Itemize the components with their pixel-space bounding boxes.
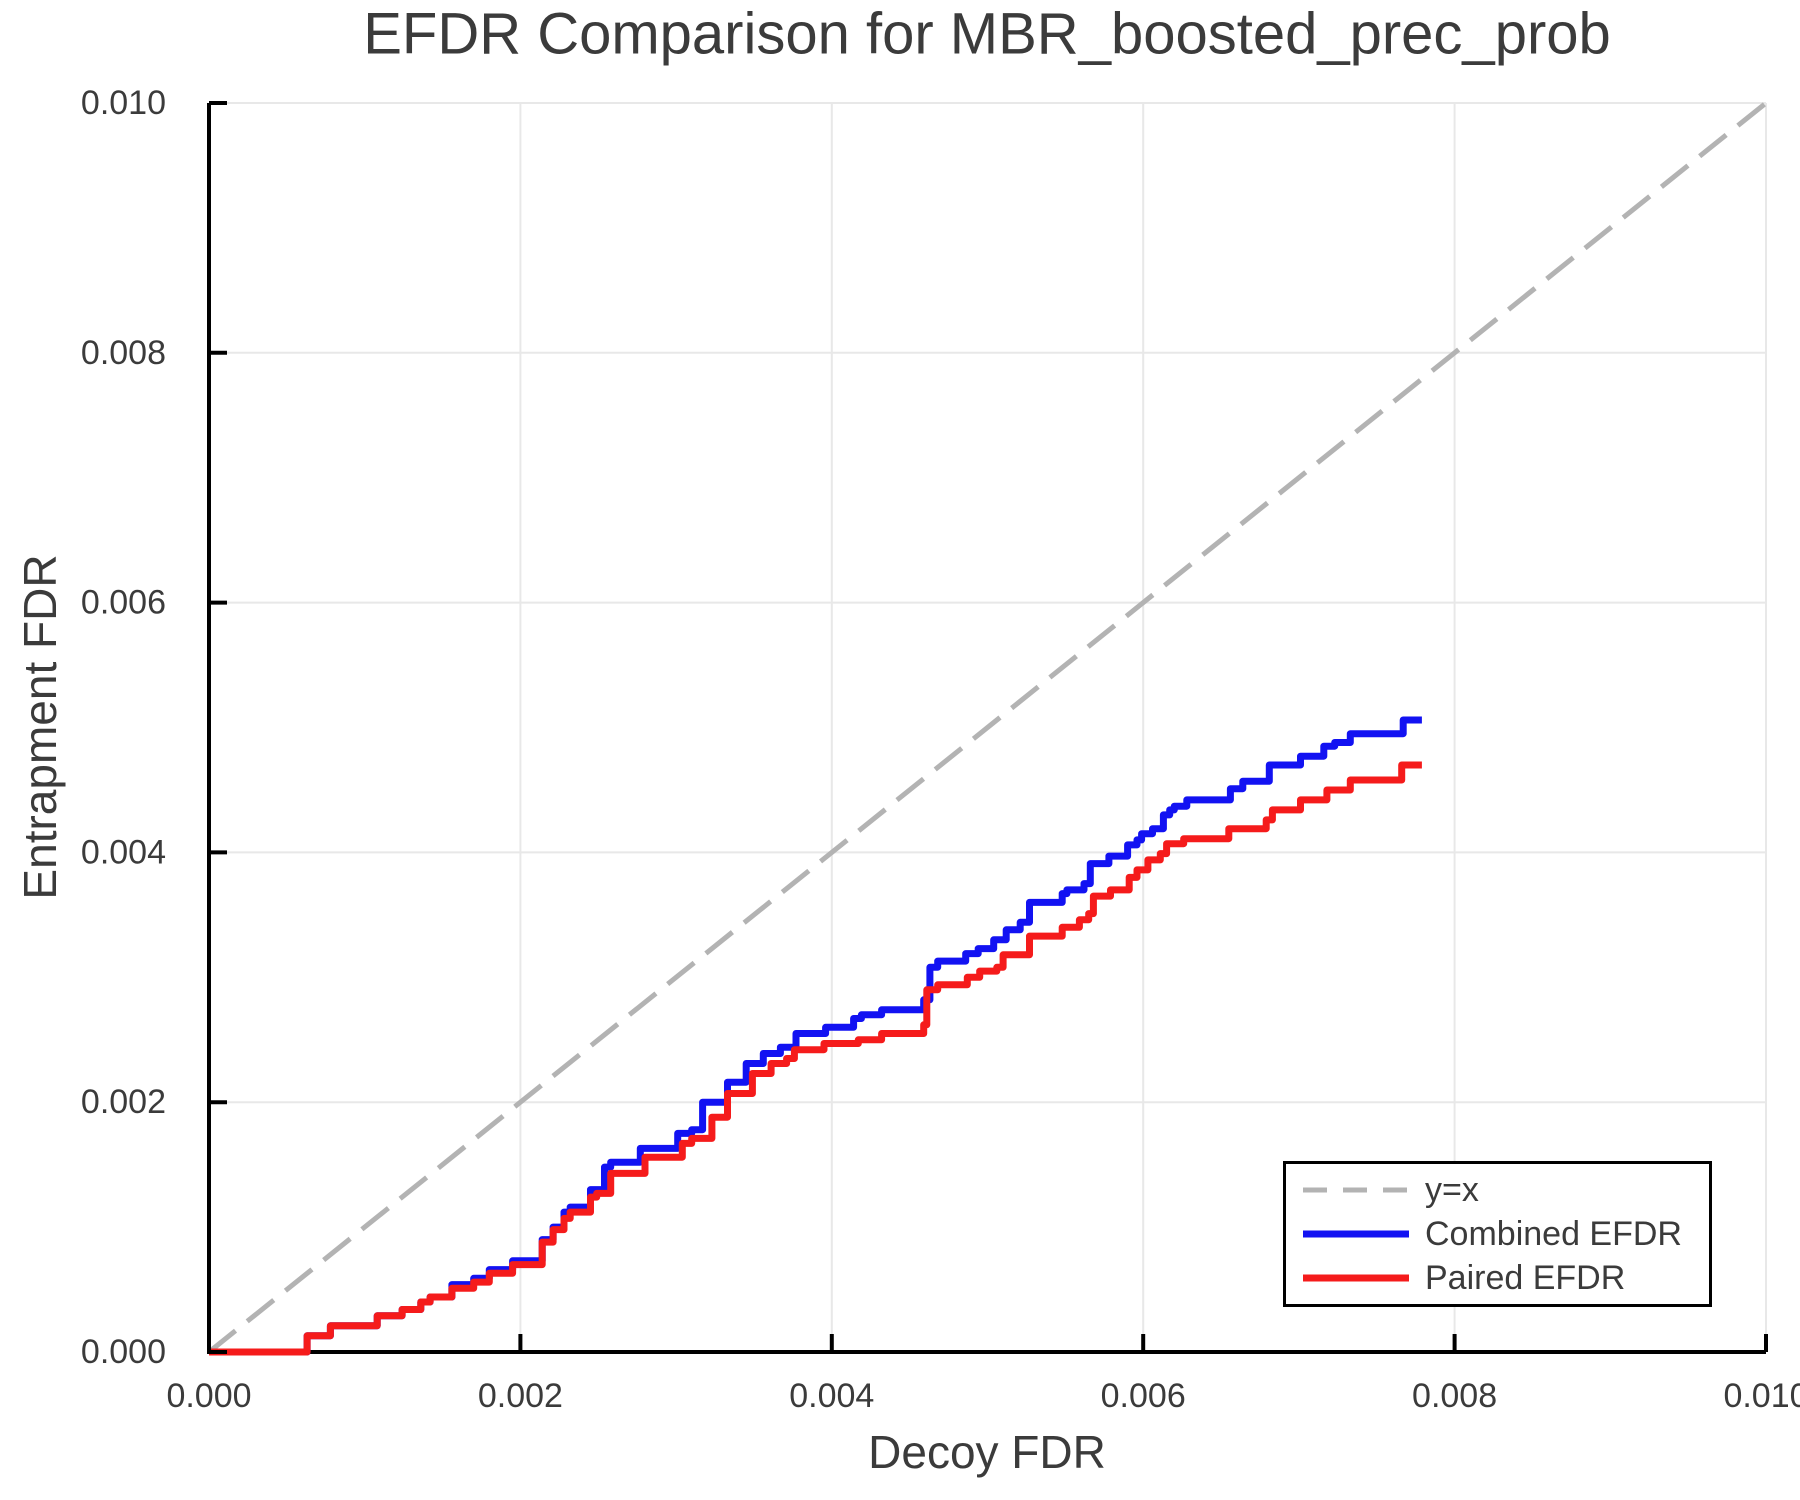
red-line-sample [1303, 1274, 1409, 1282]
x-tick-label: 0.000 [166, 1377, 251, 1415]
x-tick-label: 0.004 [789, 1377, 874, 1415]
x-tick-label: 0.002 [478, 1377, 563, 1415]
blue-line-sample [1303, 1230, 1409, 1238]
legend-entry-combined-efdr: Combined EFDR [1303, 1215, 1709, 1253]
x-tick-label: 0.010 [1723, 1377, 1800, 1415]
legend-label-combined-efdr: Combined EFDR [1425, 1215, 1682, 1253]
legend-label-paired-efdr: Paired EFDR [1425, 1259, 1626, 1297]
y-tick-label: 0.004 [81, 833, 166, 871]
dashed-line-sample [1303, 1187, 1409, 1193]
x-axis-label: Decoy FDR [868, 1426, 1106, 1478]
combined-efdr-line [209, 716, 1422, 1356]
y-tick-label: 0.006 [81, 584, 166, 622]
x-tick-label: 0.006 [1101, 1377, 1186, 1415]
x-tick-label: 0.008 [1412, 1377, 1497, 1415]
y-tick-label: 0.008 [81, 334, 166, 372]
paired-efdr-line [209, 761, 1422, 1356]
y-x-line [207, 101, 1768, 1354]
legend-entry-yx: y=x [1303, 1171, 1709, 1209]
legend-label-yx: y=x [1425, 1171, 1479, 1209]
y-tick-label: 0.010 [81, 84, 166, 122]
chart-title: EFDR Comparison for MBR_boosted_prec_pro… [363, 1, 1611, 67]
y-tick-label: 0.000 [81, 1333, 166, 1371]
legend: y=x Combined EFDR Paired EFDR [1283, 1161, 1712, 1307]
y-tick-label: 0.002 [81, 1083, 166, 1121]
legend-entry-paired-efdr: Paired EFDR [1303, 1259, 1709, 1297]
